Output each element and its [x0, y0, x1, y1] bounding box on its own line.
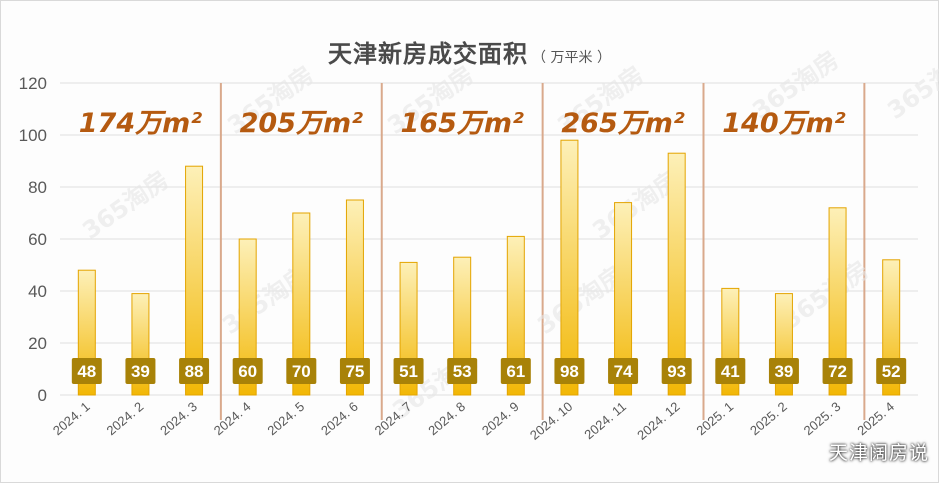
data-label-box	[661, 358, 692, 384]
watermark-text: 365淘房	[882, 46, 939, 125]
data-label: 70	[292, 362, 311, 381]
data-label-box	[768, 358, 799, 384]
x-tick-label: 2024. 4	[211, 399, 254, 438]
y-tick-label: 0	[38, 386, 47, 405]
bar	[506, 235, 525, 396]
quarter-total-label: 140万m²	[722, 108, 845, 139]
data-label-box	[447, 358, 478, 384]
x-tick-label: 2025. 1	[693, 399, 736, 438]
watermark-text: 365淘房	[77, 166, 173, 245]
bar	[667, 152, 686, 396]
data-label: 88	[185, 362, 204, 381]
x-tick-label: 2025. 2	[747, 399, 790, 438]
data-label: 39	[131, 362, 150, 381]
x-tick-label: 2024. 6	[318, 399, 361, 438]
data-label-box	[822, 358, 853, 384]
chart-title-block: 天津新房成交面积（ 万平米 ）	[0, 34, 939, 69]
bar	[560, 139, 579, 396]
data-label: 98	[560, 362, 579, 381]
data-label-box	[286, 358, 317, 384]
data-label: 52	[882, 362, 901, 381]
data-label: 74	[614, 362, 633, 381]
data-label: 48	[77, 362, 96, 381]
chart-unit: （ 万平米 ）	[532, 50, 611, 66]
y-tick-label: 20	[28, 334, 47, 353]
data-label: 39	[774, 362, 793, 381]
bar	[828, 207, 847, 396]
bar	[292, 212, 311, 396]
bar	[345, 199, 364, 396]
y-tick-label: 80	[28, 178, 47, 197]
data-label-box	[339, 358, 370, 384]
x-tick-label: 2024. 2	[103, 399, 146, 438]
x-tick-label: 2025. 3	[801, 399, 844, 438]
x-tick-label: 2025. 4	[854, 399, 897, 438]
y-tick-label: 100	[19, 126, 47, 145]
data-label-box	[71, 358, 102, 384]
data-label-box	[232, 358, 263, 384]
bar	[238, 238, 257, 396]
y-tick-label: 40	[28, 282, 47, 301]
data-label-box	[554, 358, 585, 384]
quarter-total-label: 165万m²	[401, 108, 524, 139]
bar	[185, 165, 204, 396]
data-label-box	[715, 358, 746, 384]
x-tick-label: 2024. 11	[581, 399, 629, 442]
quarter-total-label: 265万m²	[561, 108, 684, 139]
data-label: 41	[721, 362, 740, 381]
x-tick-label: 2024. 3	[157, 399, 200, 438]
data-label-box	[179, 358, 210, 384]
data-label: 51	[399, 362, 418, 381]
data-label-box	[876, 358, 907, 384]
x-tick-label: 2024. 10	[527, 399, 575, 443]
data-label: 61	[506, 362, 525, 381]
credit-watermark: 天津阔房说	[828, 442, 929, 464]
quarter-total-label: 174万m²	[79, 108, 202, 139]
x-tick-label: 2024. 5	[264, 399, 307, 438]
chart-title: 天津新房成交面积	[328, 40, 529, 68]
data-label: 75	[345, 362, 364, 381]
y-tick-label: 60	[28, 230, 47, 249]
x-tick-label: 2024. 1	[50, 399, 93, 438]
data-label-box	[608, 358, 639, 384]
data-label-box	[500, 358, 531, 384]
bar	[614, 202, 633, 396]
y-tick-label: 120	[19, 74, 47, 93]
data-label-box	[125, 358, 156, 384]
data-label: 60	[238, 362, 257, 381]
data-label: 72	[828, 362, 847, 381]
data-label: 53	[453, 362, 472, 381]
x-tick-label: 2024. 9	[479, 399, 522, 438]
x-tick-label: 2024. 12	[634, 399, 682, 443]
data-label-box	[393, 358, 424, 384]
quarter-total-label: 205万m²	[240, 108, 363, 139]
data-label: 93	[667, 362, 686, 381]
